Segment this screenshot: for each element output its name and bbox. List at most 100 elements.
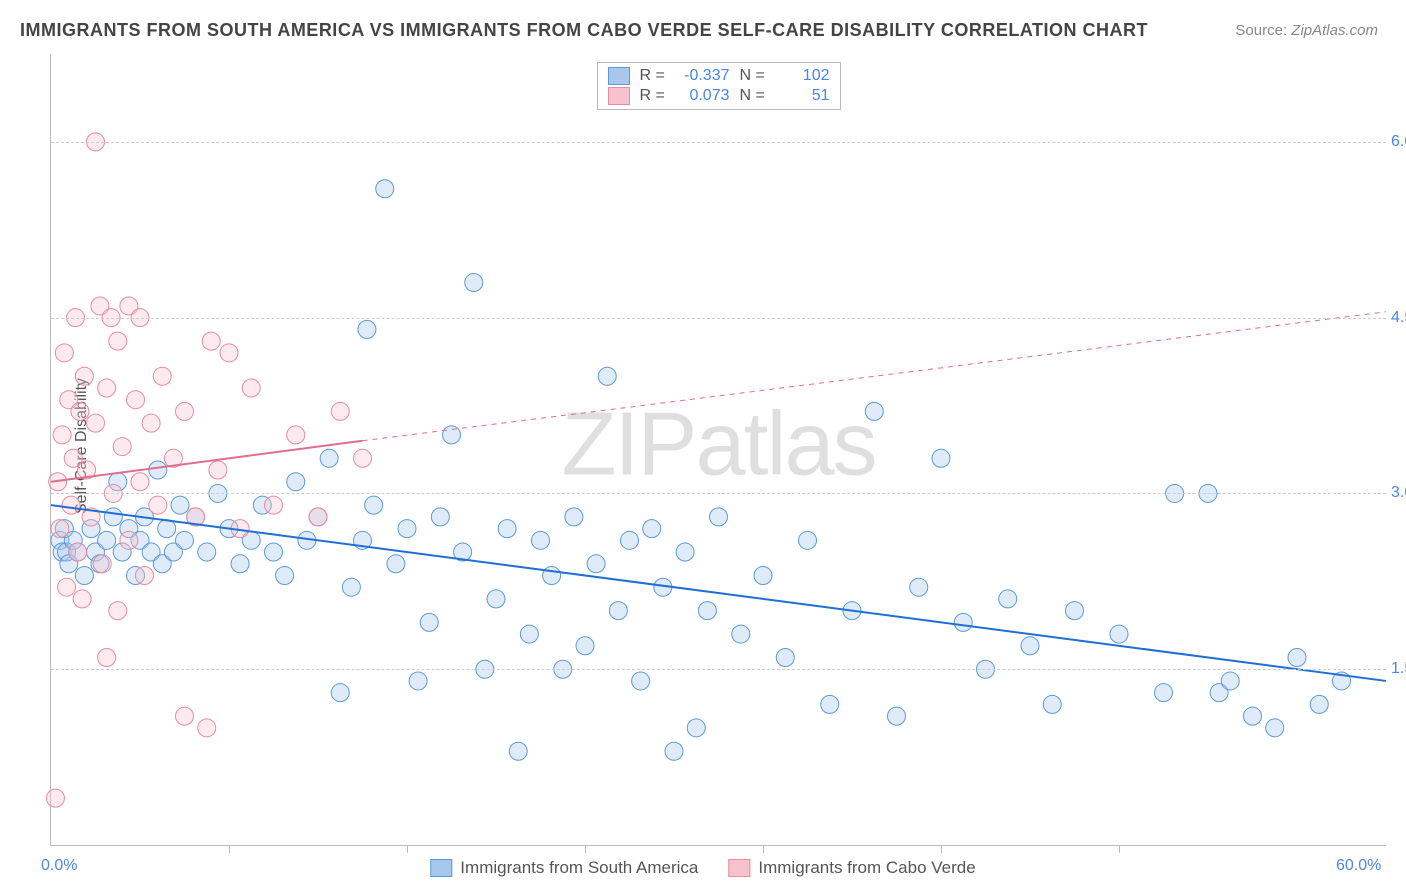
r-value-cabo-verde: 0.073 — [678, 87, 730, 105]
data-point — [71, 402, 89, 420]
data-point — [171, 496, 189, 514]
data-point — [109, 602, 127, 620]
swatch-south-america-bottom — [430, 859, 452, 877]
data-point — [287, 426, 305, 444]
data-point — [276, 566, 294, 584]
n-label: N = — [740, 87, 768, 105]
data-point — [75, 367, 93, 385]
chart-plot-area: ZIPatlas R = -0.337 N = 102 R = 0.073 N … — [50, 54, 1386, 846]
data-point — [55, 344, 73, 362]
grid-line — [51, 493, 1386, 494]
data-point — [409, 672, 427, 690]
correlation-legend: R = -0.337 N = 102 R = 0.073 N = 51 — [597, 62, 841, 110]
r-label: R = — [640, 67, 668, 85]
x-tick-label: 60.0% — [1336, 857, 1381, 875]
data-point — [149, 461, 167, 479]
data-point — [576, 637, 594, 655]
data-point — [354, 449, 372, 467]
trend-line — [51, 441, 363, 482]
data-point — [698, 602, 716, 620]
data-point — [687, 719, 705, 737]
data-point — [75, 566, 93, 584]
data-point — [265, 543, 283, 561]
legend-label-south-america: Immigrants from South America — [460, 858, 698, 878]
data-point — [1244, 707, 1262, 725]
data-point — [710, 508, 728, 526]
swatch-cabo-verde-bottom — [728, 859, 750, 877]
data-point — [198, 543, 216, 561]
series-legend: Immigrants from South America Immigrants… — [430, 858, 975, 878]
data-point — [98, 379, 116, 397]
data-point — [799, 531, 817, 549]
data-point — [131, 473, 149, 491]
data-point — [153, 367, 171, 385]
data-point — [376, 180, 394, 198]
x-tick-label: 0.0% — [41, 857, 77, 875]
data-point — [609, 602, 627, 620]
data-point — [358, 320, 376, 338]
swatch-cabo-verde — [608, 87, 630, 105]
data-point — [158, 520, 176, 538]
data-point — [643, 520, 661, 538]
data-point — [1310, 695, 1328, 713]
data-point — [487, 590, 505, 608]
legend-item-cabo-verde: Immigrants from Cabo Verde — [728, 858, 975, 878]
data-point — [1155, 684, 1173, 702]
x-tick — [229, 845, 230, 853]
data-point — [69, 543, 87, 561]
data-point — [220, 344, 238, 362]
data-point — [53, 426, 71, 444]
data-point — [135, 566, 153, 584]
y-tick-label: 3.0% — [1391, 484, 1406, 502]
n-label: N = — [740, 67, 768, 85]
data-point — [365, 496, 383, 514]
data-point — [331, 684, 349, 702]
n-value-cabo-verde: 51 — [778, 87, 830, 105]
data-point — [231, 555, 249, 573]
data-point — [888, 707, 906, 725]
data-point — [443, 426, 461, 444]
scatter-svg — [51, 54, 1386, 845]
data-point — [1266, 719, 1284, 737]
data-point — [73, 590, 91, 608]
data-point — [398, 520, 416, 538]
data-point — [176, 707, 194, 725]
data-point — [58, 578, 76, 596]
trend-line-extrapolated — [363, 312, 1387, 441]
source-label: Source: — [1235, 22, 1287, 39]
data-point — [142, 414, 160, 432]
data-point — [51, 520, 69, 538]
data-point — [598, 367, 616, 385]
data-point — [93, 555, 111, 573]
data-point — [242, 379, 260, 397]
data-point — [621, 531, 639, 549]
data-point — [1110, 625, 1128, 643]
x-tick — [407, 845, 408, 853]
y-tick-label: 4.5% — [1391, 309, 1406, 327]
data-point — [387, 555, 405, 573]
legend-item-south-america: Immigrants from South America — [430, 858, 698, 878]
x-tick — [763, 845, 764, 853]
source-attribution: Source: ZipAtlas.com — [1235, 22, 1378, 39]
data-point — [932, 449, 950, 467]
data-point — [1021, 637, 1039, 655]
x-tick — [941, 845, 942, 853]
swatch-south-america — [608, 67, 630, 85]
data-point — [87, 414, 105, 432]
data-point — [176, 402, 194, 420]
data-point — [113, 438, 131, 456]
y-tick-label: 1.5% — [1391, 660, 1406, 678]
data-point — [565, 508, 583, 526]
data-point — [910, 578, 928, 596]
data-point — [198, 719, 216, 737]
trend-line — [51, 505, 1386, 681]
chart-container: IMMIGRANTS FROM SOUTH AMERICA VS IMMIGRA… — [0, 0, 1406, 892]
data-point — [98, 649, 116, 667]
data-point — [431, 508, 449, 526]
data-point — [1221, 672, 1239, 690]
data-point — [1066, 602, 1084, 620]
legend-label-cabo-verde: Immigrants from Cabo Verde — [758, 858, 975, 878]
legend-row-south-america: R = -0.337 N = 102 — [608, 67, 830, 85]
data-point — [520, 625, 538, 643]
n-value-south-america: 102 — [778, 67, 830, 85]
